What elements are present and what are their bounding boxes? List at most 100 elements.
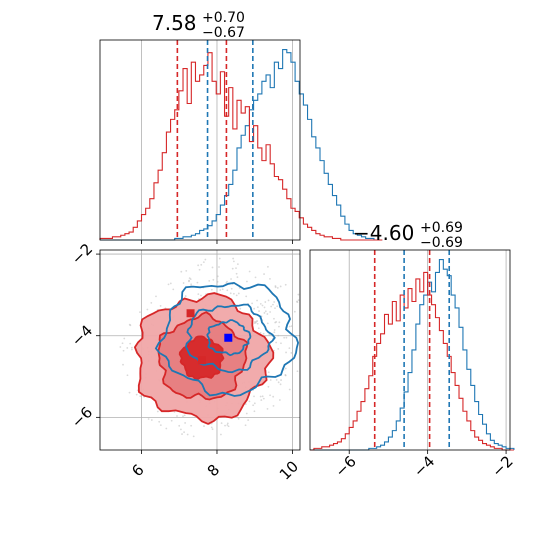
contour-scatter-point bbox=[200, 294, 202, 297]
contour-scatter-point bbox=[159, 305, 162, 307]
contour-scatter-point bbox=[262, 332, 265, 335]
contour-scatter-point bbox=[203, 425, 205, 427]
contour-scatter-point bbox=[290, 352, 293, 354]
contour-scatter-point bbox=[200, 263, 203, 266]
contour-scatter-point bbox=[229, 292, 232, 295]
hist-param1-title-main: 7.58 bbox=[152, 11, 197, 35]
contour-scatter-point bbox=[278, 399, 281, 401]
contour-scatter-point bbox=[280, 342, 282, 345]
contour-scatter-point bbox=[226, 289, 229, 292]
contour-scatter-point bbox=[252, 404, 255, 407]
contour-scatter-point bbox=[202, 261, 205, 264]
contour-scatter-point bbox=[126, 347, 129, 349]
contour-scatter-point bbox=[261, 304, 264, 307]
contour-scatter-point bbox=[147, 418, 150, 420]
contour-scatter-point bbox=[211, 266, 214, 269]
contour-scatter-point bbox=[267, 371, 270, 374]
contour-scatter-point bbox=[126, 374, 129, 377]
hist-param1-quantile-lines bbox=[176, 40, 254, 240]
contour-scatter-point bbox=[216, 275, 219, 278]
contour-scatter-point bbox=[122, 363, 124, 366]
contour-scatter-point bbox=[280, 379, 282, 381]
contour-scatter-point bbox=[218, 266, 220, 268]
contour-scatter-point bbox=[188, 277, 191, 279]
hist-param2-x-tick-label: −2 bbox=[488, 452, 516, 480]
contour-scatter-point bbox=[224, 424, 226, 427]
contour-scatter-point bbox=[275, 341, 278, 344]
hist-param1-title: 7.58 bbox=[152, 11, 197, 35]
contour-scatter-point bbox=[256, 306, 259, 309]
contour-panel: 6 8 10 −2 −4 −6 bbox=[68, 240, 305, 484]
contour-scatter-point bbox=[277, 347, 280, 350]
contour-scatter-point bbox=[273, 301, 276, 303]
contour-scatter-point bbox=[232, 257, 235, 260]
contour-scatter-point bbox=[184, 422, 187, 424]
contour-scatter-point bbox=[273, 317, 275, 320]
contour-scatter-point bbox=[296, 301, 299, 304]
contour-scatter-point bbox=[253, 410, 256, 413]
contour-scatter-point bbox=[303, 367, 305, 369]
contour-scatter-point bbox=[235, 294, 238, 297]
contour-scatter-point bbox=[260, 399, 263, 401]
hist-param2-frame bbox=[309, 249, 511, 451]
hist-param1-title-sub: −0.67 bbox=[202, 25, 245, 41]
contour-scatter-point bbox=[253, 322, 256, 324]
contour-scatter-point bbox=[182, 415, 184, 418]
contour-scatter-point bbox=[183, 414, 186, 417]
contour-scatter-point bbox=[196, 281, 199, 284]
contour-scatter-point bbox=[232, 292, 235, 295]
contour-scatter-point bbox=[131, 348, 133, 351]
contour-scatter-point bbox=[270, 305, 273, 308]
contour-scatter-point bbox=[285, 336, 288, 339]
contour-scatter-point bbox=[225, 282, 228, 284]
contour-scatter-point bbox=[167, 283, 170, 286]
contour-y-tick-label: −4 bbox=[68, 322, 96, 350]
contour-marker-0 bbox=[186, 309, 195, 318]
contour-scatter-point bbox=[183, 431, 185, 434]
contour-scatter-point bbox=[267, 385, 270, 388]
contour-scatter-point bbox=[264, 301, 267, 303]
contour-scatter-point bbox=[275, 378, 278, 381]
contour-scatter-point bbox=[219, 289, 222, 291]
contour-frame bbox=[99, 249, 301, 451]
contour-scatter-point bbox=[232, 260, 235, 263]
contour-scatter-point bbox=[284, 283, 287, 286]
hist-param2-x-tick-label: −6 bbox=[331, 452, 359, 480]
contour-scatter-point bbox=[267, 299, 270, 302]
contour-scatter-point bbox=[159, 424, 162, 426]
hist-panel-param2: −4.60 +0.69 −0.69 −6 −4 −2 bbox=[309, 220, 517, 481]
contour-scatter-point bbox=[261, 395, 264, 398]
contour-scatter-point bbox=[231, 267, 234, 270]
contour-scatter-point bbox=[255, 320, 258, 323]
contour-markers bbox=[186, 309, 233, 365]
contour-scatter-point bbox=[226, 424, 229, 426]
contour-scatter-point bbox=[284, 374, 287, 377]
hist-param1-x-ticks bbox=[141, 240, 293, 244]
contour-scatter-point bbox=[123, 337, 126, 340]
contour-scatter-point bbox=[277, 334, 280, 337]
contour-scatter-point bbox=[248, 400, 251, 403]
contour-scatter-point bbox=[226, 280, 228, 283]
contour-scatter-point bbox=[263, 306, 266, 309]
contour-scatter-point bbox=[285, 351, 287, 354]
contour-scatter-point bbox=[220, 433, 222, 436]
contour-scatter-point bbox=[190, 424, 193, 427]
contour-scatter-point bbox=[184, 295, 187, 297]
contour-scatter-point bbox=[182, 282, 185, 284]
contour-scatter-point bbox=[293, 310, 296, 313]
contour-scatter-point bbox=[272, 395, 275, 398]
contour-scatter-point bbox=[178, 424, 181, 427]
contour-scatter-point bbox=[276, 305, 279, 308]
contour-marker-2 bbox=[224, 333, 233, 342]
contour-scatter-point bbox=[220, 422, 223, 425]
hist-param2-title: −4.60 bbox=[353, 221, 414, 245]
contour-y-tick-label: −2 bbox=[68, 240, 96, 268]
contour-scatter-point bbox=[278, 325, 280, 328]
contour-scatter-point bbox=[180, 428, 182, 431]
contour-scatter-point bbox=[135, 393, 138, 396]
contour-scatter-point bbox=[185, 269, 188, 272]
contour-scatter-point bbox=[150, 419, 153, 421]
contour-y-ticks: −2 −4 −6 bbox=[68, 240, 100, 432]
contour-scatter-point bbox=[297, 293, 300, 296]
contour-scatter-point bbox=[303, 355, 305, 357]
